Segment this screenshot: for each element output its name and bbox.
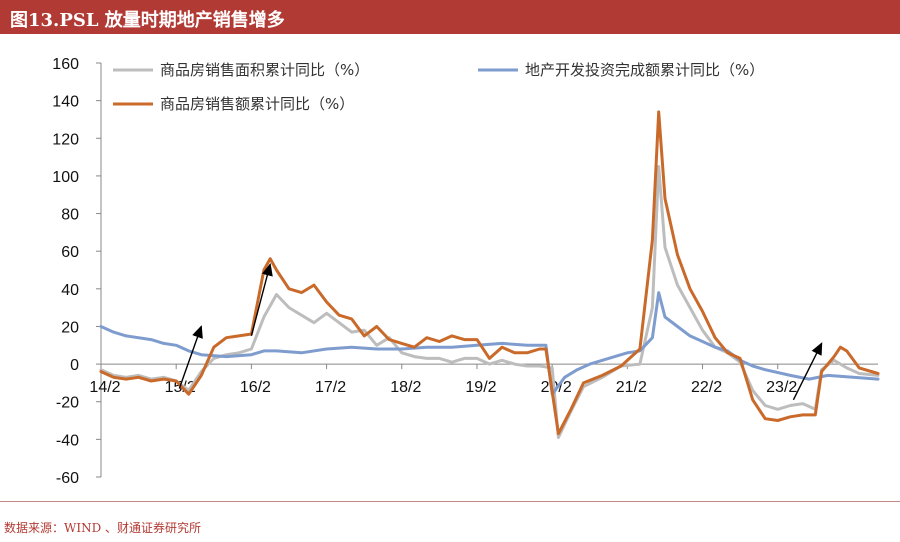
y-tick-label: 140	[52, 94, 79, 111]
y-tick-label: 40	[61, 282, 79, 299]
x-tick-label: 17/2	[315, 379, 346, 396]
trend-arrow-2	[250, 263, 273, 337]
y-tick-label: -60	[56, 470, 79, 487]
series-line-area	[99, 165, 880, 439]
legend-label-area: 商品房销售面积累计同比（%）	[160, 61, 369, 79]
legend-label-sales: 商品房销售额累计同比（%）	[160, 95, 354, 113]
y-tick-label: 80	[61, 207, 79, 224]
x-tick-label: 16/2	[240, 379, 271, 396]
y-tick-label: 0	[70, 357, 79, 374]
x-tick-label: 21/2	[616, 379, 647, 396]
y-tick-label: 160	[52, 56, 79, 73]
y-tick-label: 120	[52, 131, 79, 148]
x-tick-label: 18/2	[390, 379, 421, 396]
line-chart: 160140120100806040200-20-40-6014/215/216…	[52, 56, 880, 487]
data-source: 数据来源：WIND 、财通证券研究所	[4, 521, 202, 535]
y-tick-label: -20	[56, 395, 79, 412]
trend-arrow-1	[178, 325, 203, 389]
y-tick-label: 20	[61, 319, 79, 336]
legend-label-invest: 地产开发投资完成额累计同比（%）	[525, 61, 764, 79]
footer-divider	[0, 501, 900, 502]
trend-arrow-3	[792, 342, 823, 401]
chart-title: 图13.PSL 放量时期地产销售增多	[10, 10, 285, 31]
title-bar: 图13.PSL 放量时期地产销售增多	[0, 0, 900, 34]
y-tick-label: 60	[61, 244, 79, 261]
x-tick-label: 14/2	[89, 379, 120, 396]
x-tick-label: 19/2	[465, 379, 496, 396]
series-line-sales	[99, 110, 880, 436]
y-tick-label: -40	[56, 432, 79, 449]
y-tick-label: 100	[52, 169, 79, 186]
x-tick-label: 22/2	[691, 379, 722, 396]
x-tick-label: 23/2	[766, 379, 797, 396]
